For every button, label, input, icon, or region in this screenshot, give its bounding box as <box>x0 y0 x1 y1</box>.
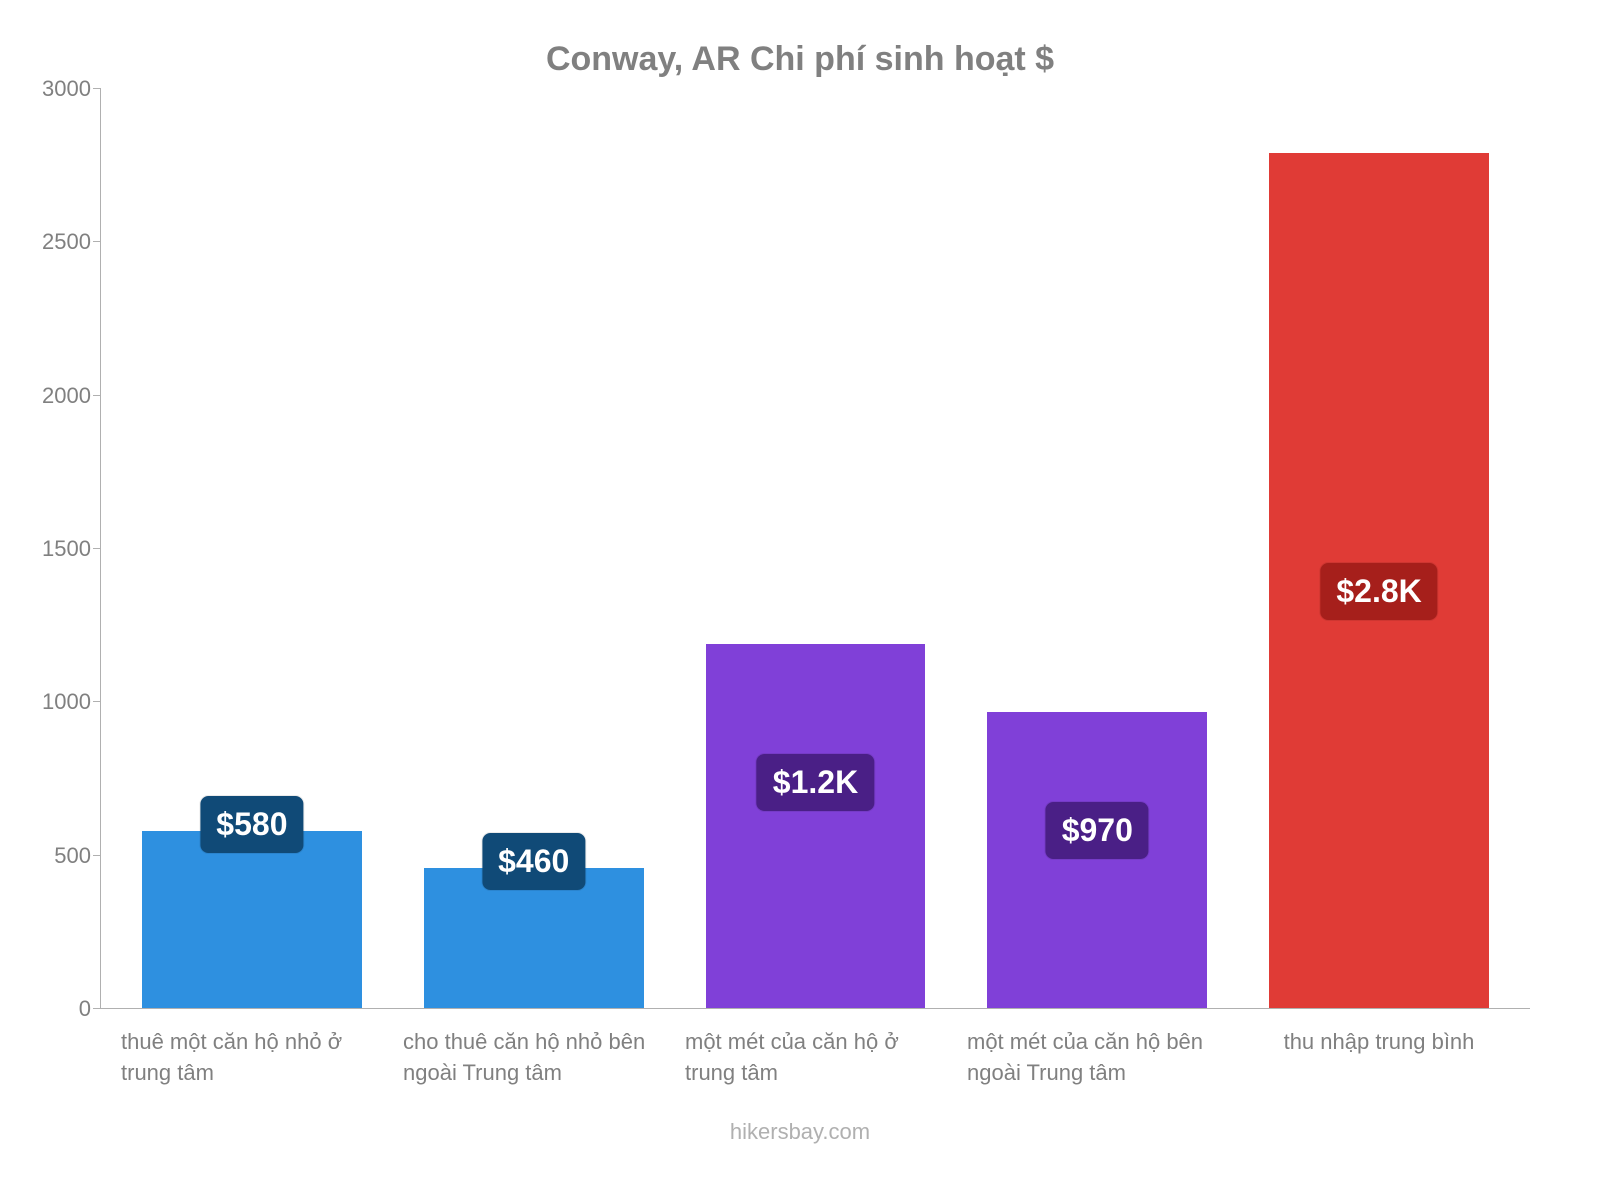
bar: $1.2K <box>706 644 926 1009</box>
y-tick-mark <box>93 88 101 89</box>
x-label-slot: thuê một căn hộ nhỏ ở trung tâm <box>110 1027 392 1089</box>
x-axis-label: thu nhập trung bình <box>1284 1027 1475 1089</box>
bar-slot: $1.2K <box>675 644 957 1009</box>
x-label-slot: thu nhập trung bình <box>1238 1027 1520 1089</box>
bar-value-label: $580 <box>200 796 303 853</box>
bar: $2.8K <box>1269 153 1489 1009</box>
x-axis-label: thuê một căn hộ nhỏ ở trung tâm <box>121 1027 381 1089</box>
bar-slot: $460 <box>393 868 675 1009</box>
y-tick-label: 2000 <box>31 383 91 409</box>
x-axis-label: một mét của căn hộ ở trung tâm <box>685 1027 945 1089</box>
y-tick-label: 2500 <box>31 229 91 255</box>
x-axis-labels: thuê một căn hộ nhỏ ở trung tâm cho thuê … <box>100 1009 1530 1089</box>
bar: $460 <box>424 868 644 1009</box>
y-tick-mark <box>93 1008 101 1009</box>
y-tick-mark <box>93 701 101 702</box>
x-label-slot: một mét của căn hộ bên ngoài Trung tâm <box>956 1027 1238 1089</box>
y-tick-mark <box>93 395 101 396</box>
y-tick-label: 1500 <box>31 536 91 562</box>
bar: $970 <box>987 712 1207 1009</box>
bar-value-label: $970 <box>1046 802 1149 859</box>
x-label-slot: cho thuê căn hộ nhỏ bên ngoài Trung tâm <box>392 1027 674 1089</box>
bar-value-label: $2.8K <box>1320 563 1437 620</box>
y-tick-label: 500 <box>31 843 91 869</box>
bar: $580 <box>142 831 362 1009</box>
attribution-text: hikersbay.com <box>40 1119 1560 1145</box>
bar-slot: $2.8K <box>1238 153 1520 1009</box>
bar-value-label: $1.2K <box>757 754 874 811</box>
chart-title: Conway, AR Chi phí sinh hoạt $ <box>40 40 1560 79</box>
bars-container: $580 $460 $1.2K $970 $2.8K <box>101 89 1530 1009</box>
x-label-slot: một mét của căn hộ ở trung tâm <box>674 1027 956 1089</box>
y-tick-mark <box>93 548 101 549</box>
y-tick-label: 3000 <box>31 76 91 102</box>
bar-slot: $580 <box>111 831 393 1009</box>
bar-slot: $970 <box>956 712 1238 1009</box>
bar-value-label: $460 <box>482 833 585 890</box>
y-tick-mark <box>93 855 101 856</box>
cost-of-living-chart: Conway, AR Chi phí sinh hoạt $ $580$460$… <box>0 0 1600 1200</box>
x-axis-label: một mét của căn hộ bên ngoài Trung tâm <box>967 1027 1227 1089</box>
y-tick-label: 1000 <box>31 689 91 715</box>
x-axis-label: cho thuê căn hộ nhỏ bên ngoài Trung tâm <box>403 1027 663 1089</box>
y-tick-mark <box>93 241 101 242</box>
y-tick-label: 0 <box>31 996 91 1022</box>
plot-area: $580$460$1.2K$970$2.8K 05001000150020002… <box>100 89 1530 1009</box>
